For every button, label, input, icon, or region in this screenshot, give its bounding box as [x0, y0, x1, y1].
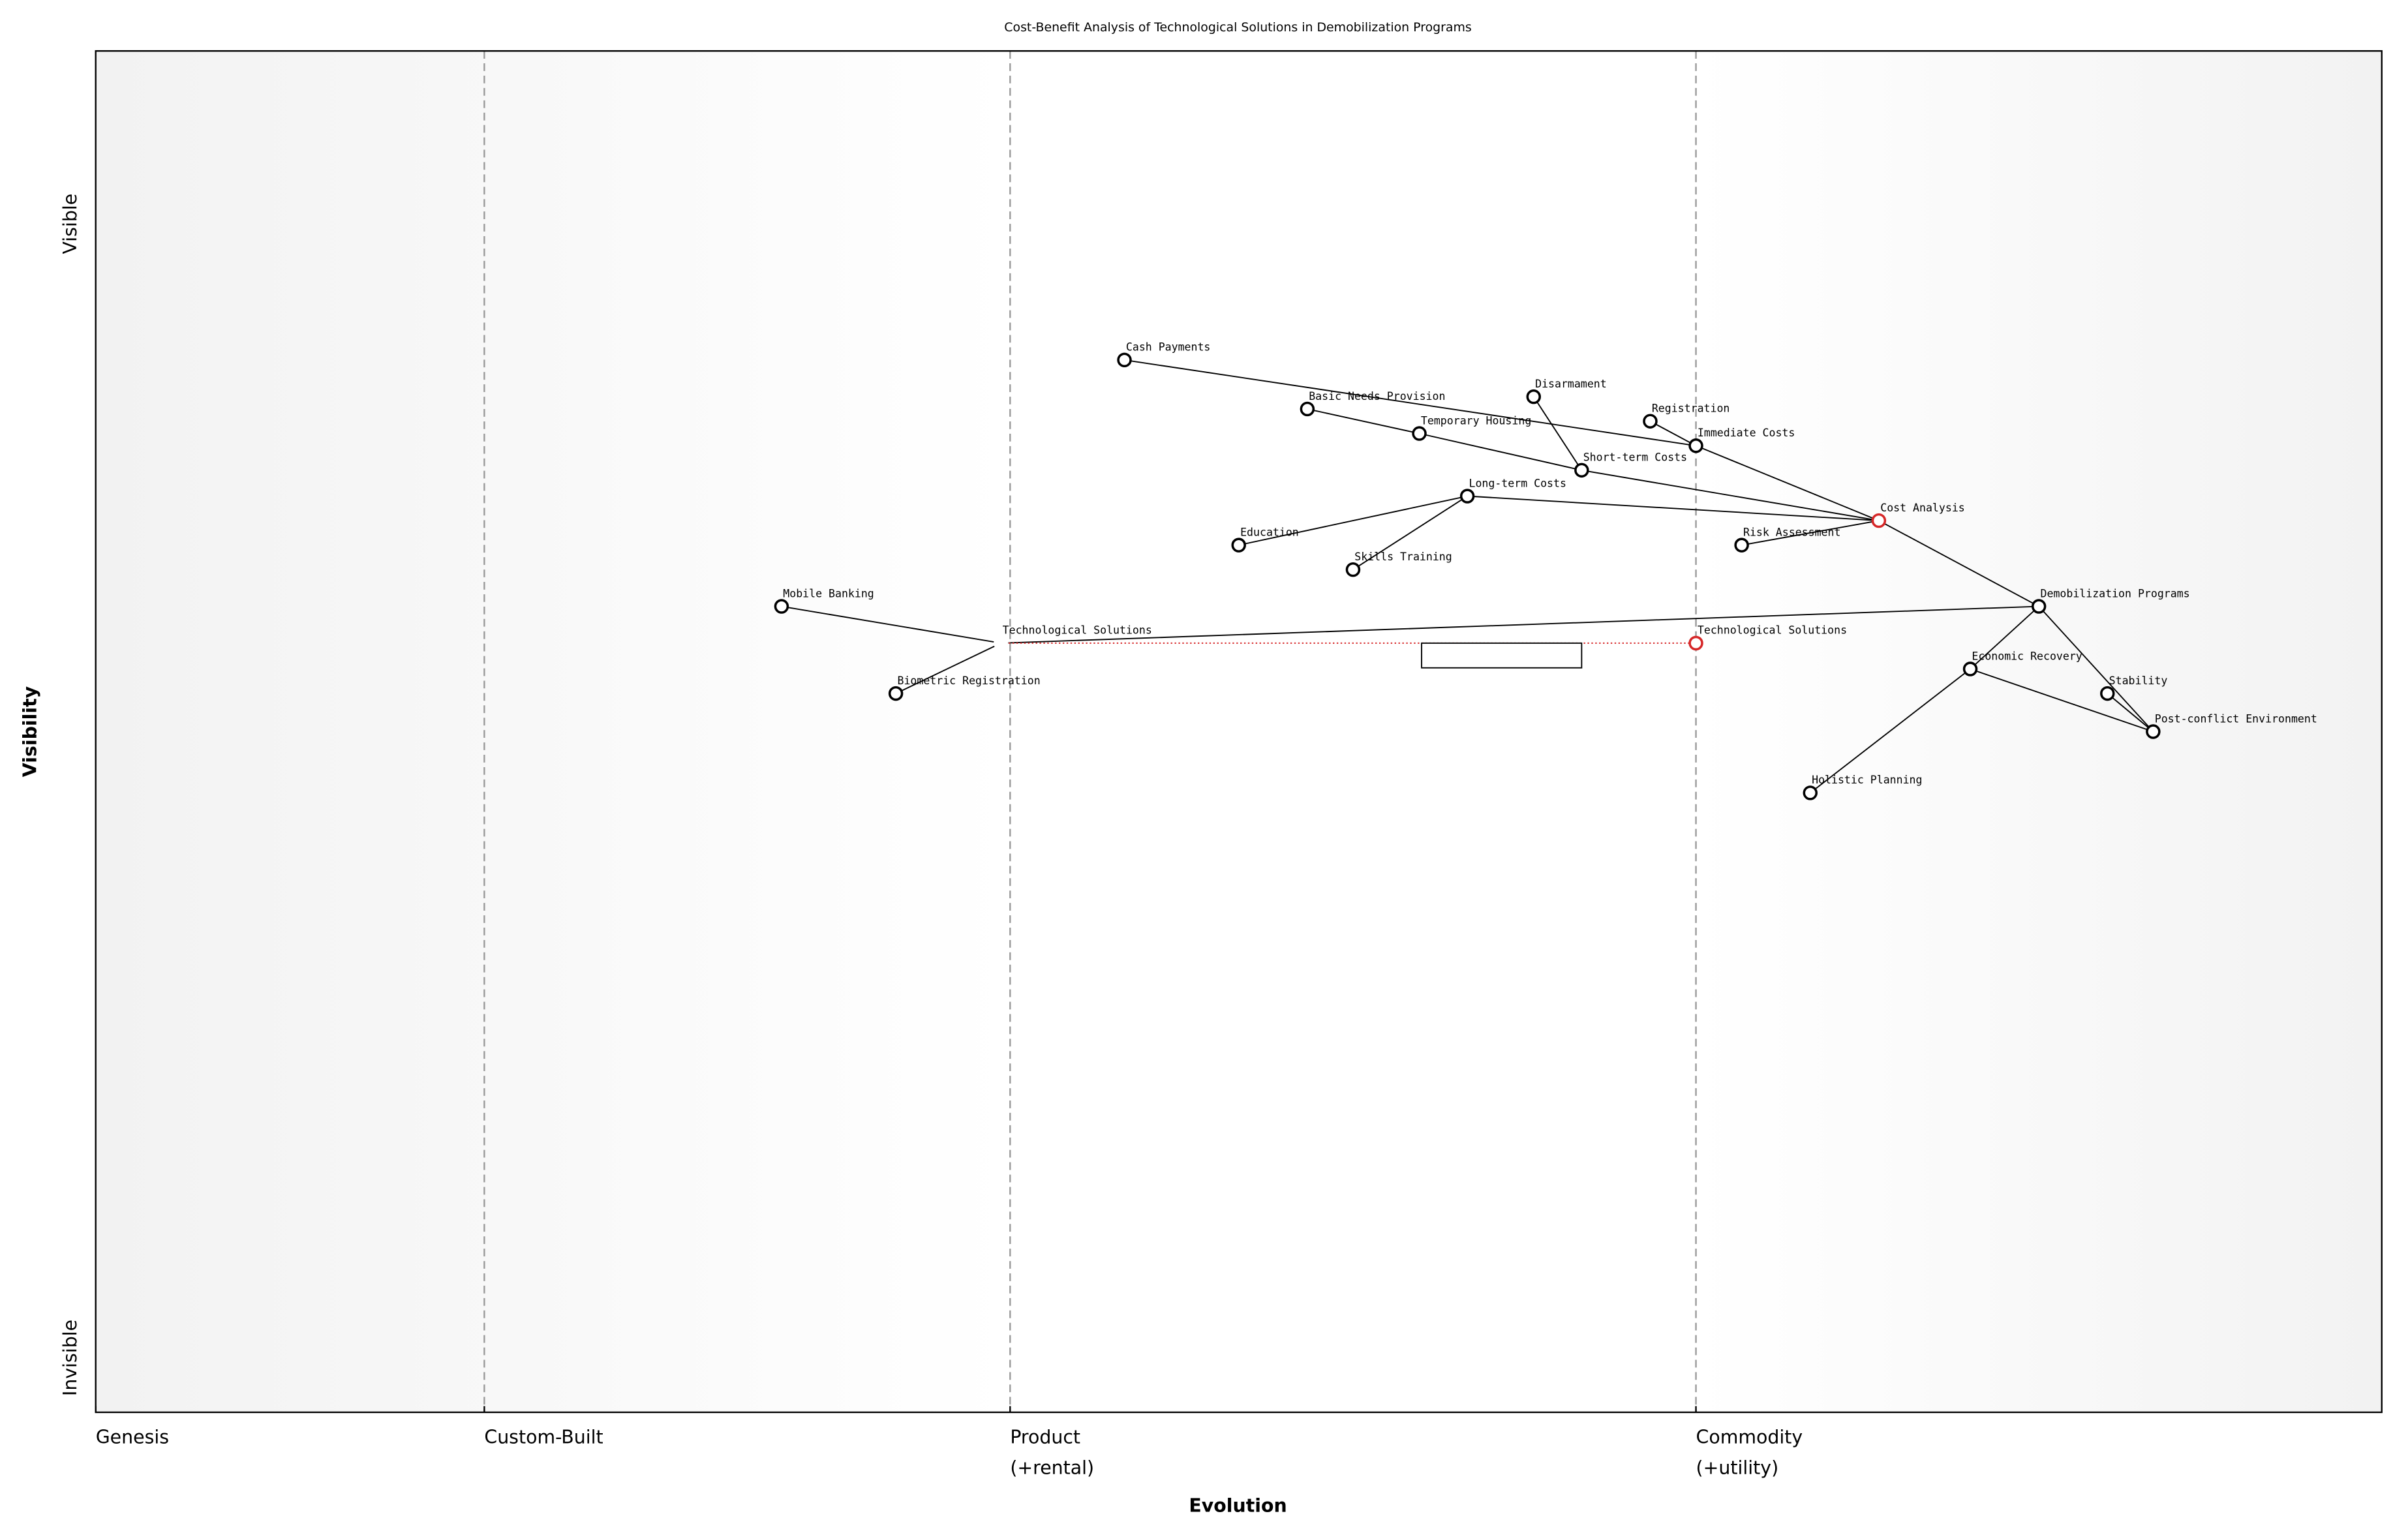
link [2107, 693, 2154, 733]
x-tick-label: Product (+rental) [1010, 1426, 1094, 1478]
link [2038, 605, 2154, 733]
component-label: Education [1240, 526, 1299, 538]
plot-background [95, 51, 2382, 1412]
component-node [1688, 438, 1703, 453]
pipeline [1421, 642, 1583, 669]
y-tick-label: Invisible [59, 1320, 81, 1396]
component-label: Disarmament [1535, 378, 1607, 390]
link [1741, 520, 1880, 546]
component-node [2146, 724, 2161, 739]
link [1124, 359, 1696, 447]
link [1970, 605, 2039, 670]
component-label: Post-conflict Environment [2155, 712, 2317, 725]
component-label: Holistic Planning [1812, 774, 1922, 786]
component-label: Basic Needs Provision [1309, 390, 1445, 402]
component-label: Immediate Costs [1698, 427, 1795, 439]
component-label: Cash Payments [1126, 341, 1211, 354]
link [781, 605, 1001, 644]
component-node [1803, 785, 1818, 800]
link [1352, 495, 1468, 570]
link [1810, 668, 1971, 794]
component-node [1459, 489, 1475, 504]
link [1970, 668, 2154, 733]
component-node [1231, 538, 1246, 553]
link [1307, 408, 1420, 434]
y-tick-label: Visible [59, 194, 81, 254]
x-tick-label: Custom-Built [484, 1426, 603, 1448]
component-label: Demobilization Programs [2041, 587, 2190, 600]
component-node [1962, 661, 1978, 676]
x-tick-label: Genesis [96, 1426, 169, 1448]
component-node [994, 635, 1009, 651]
link [1696, 445, 1880, 521]
component-label: Technological Solutions [1003, 624, 1152, 637]
component-node [774, 599, 789, 614]
component-label: Economic Recovery [1972, 650, 2082, 662]
component-label: Cost Analysis [1880, 502, 1965, 514]
y-axis-label: Visibility [19, 686, 40, 777]
component-node [1643, 414, 1658, 429]
link [1419, 433, 1582, 471]
evolved-label: Technological Solutions [1698, 624, 1847, 637]
chart-title: Cost-Benefit Analysis of Technological S… [1004, 20, 1472, 35]
link [1878, 520, 2039, 607]
link [1238, 495, 1468, 546]
component-label: Stability [2109, 675, 2168, 687]
plot-frame [95, 50, 2383, 1414]
link [1650, 420, 1696, 447]
component-label: Skills Training [1354, 551, 1452, 563]
component-label: Temporary Housing [1421, 414, 1531, 427]
component-node [888, 686, 904, 701]
x-tick-label: Commodity (+utility) [1696, 1426, 1803, 1478]
link [1581, 469, 1880, 522]
component-node [1345, 562, 1361, 577]
component-label: Biometric Registration [897, 675, 1040, 687]
evolved-node [1688, 635, 1703, 651]
component-label: Mobile Banking [783, 587, 874, 600]
component-node [1871, 513, 1887, 528]
x-axis-label: Evolution [1189, 1495, 1287, 1516]
component-node [1412, 426, 1427, 441]
map-layer: Genesis Custom-Built Product (+rental) Commo… [59, 51, 2317, 1479]
link [1532, 396, 1583, 471]
component-node [2100, 686, 2115, 701]
component-label: Risk Assessment [1743, 526, 1840, 538]
component-node [1117, 352, 1132, 368]
link [1467, 495, 1879, 522]
component-node [1526, 389, 1542, 404]
component-node [1300, 401, 1315, 417]
link [1001, 605, 2039, 644]
link [895, 643, 1001, 694]
component-node [1574, 463, 1589, 478]
component-node [2031, 599, 2047, 614]
component-node [1734, 538, 1749, 553]
component-label: Short-term Costs [1583, 451, 1687, 464]
component-label: Long-term Costs [1469, 477, 1566, 489]
component-label: Registration [1652, 402, 1730, 415]
